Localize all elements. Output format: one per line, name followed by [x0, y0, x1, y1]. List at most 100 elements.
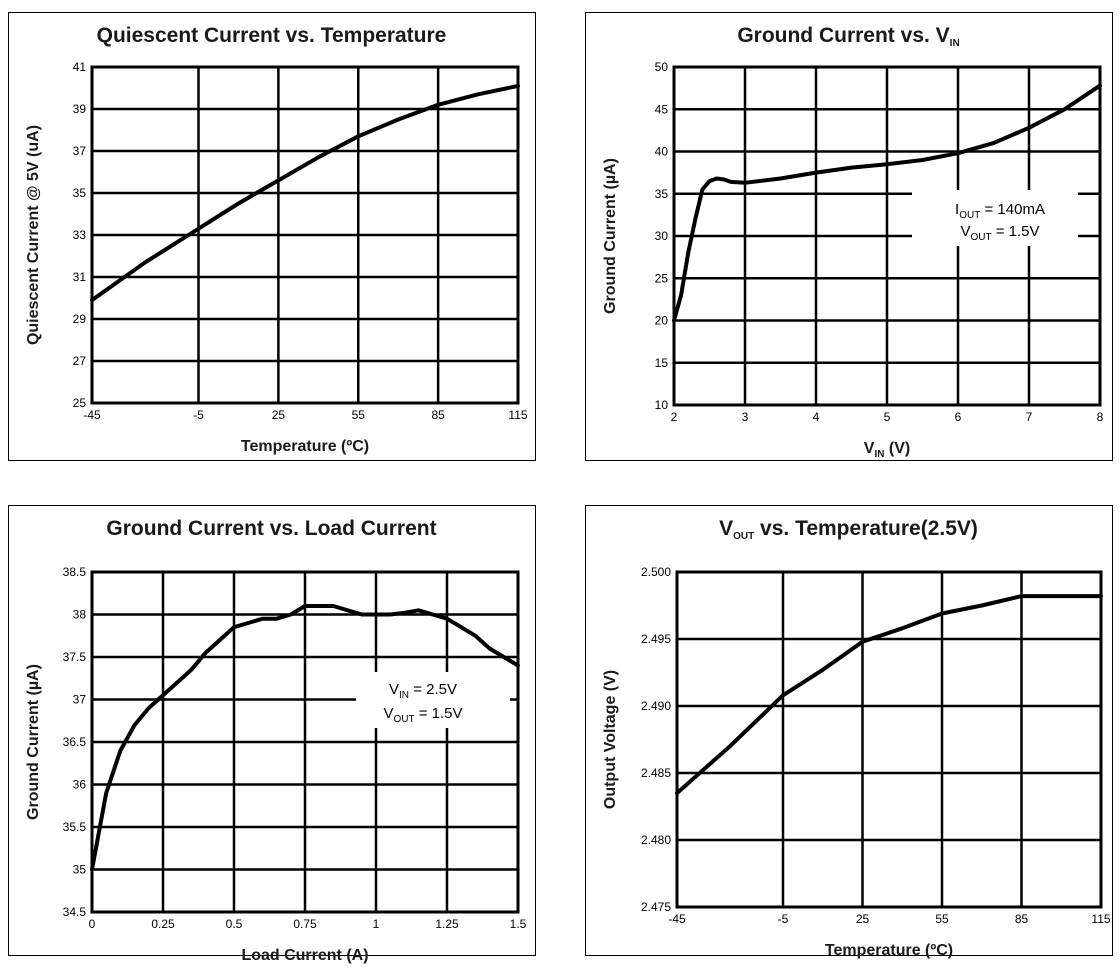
y-tick-label: 29 [73, 312, 87, 326]
annotation-line-2-subscript: OUT [393, 714, 414, 725]
y-tick-label: 38 [73, 608, 87, 622]
chart-panel-3: 0 0.25 0.5 0.75 1 1.25 1.5 34.5 35 35.5 36 36.5 37 37… [8, 505, 536, 964]
annotation-line-2: VOUT = 1.5V [960, 223, 1039, 243]
chart-title-subscript: IN [950, 38, 960, 49]
x-tick-label: 4 [813, 410, 820, 424]
chart-title: Quiescent Current vs. Temperature [97, 24, 447, 47]
x-tick-label: 1.25 [435, 917, 459, 931]
y-tick-label: 37 [73, 144, 87, 158]
y-tick-label: 39 [73, 102, 87, 116]
x-tick-label: -45 [668, 912, 686, 926]
x-tick-label: -5 [193, 408, 204, 422]
y-tick-label: 2.475 [641, 900, 671, 914]
x-tick-label: 3 [742, 410, 749, 424]
y-tick-label: 2.500 [641, 565, 671, 579]
x-tick-label: 25 [856, 912, 870, 926]
series-line [672, 83, 1102, 323]
annotation-line-1: IOUT = 140mA [955, 201, 1045, 221]
annotation-line-1-rest: = 2.5V [409, 681, 457, 698]
x-tick-label: -5 [778, 912, 789, 926]
x-tick-label: 85 [1015, 912, 1029, 926]
panel-frame [8, 12, 536, 461]
chart-title: Ground Current vs. VIN [737, 24, 959, 49]
chart-panel-4: -45 -5 25 55 85 115 2.475 2.480 2.485 2.490 2.495 2… [585, 505, 1113, 959]
x-axis-label-rest: (V) [884, 440, 910, 457]
y-tick-label: 2.490 [641, 699, 671, 713]
y-tick-label: 41 [73, 60, 87, 74]
y-tick-label: 33 [73, 228, 87, 242]
y-tick-label: 15 [655, 356, 669, 370]
x-axis-label: VIN (V) [864, 440, 910, 460]
x-tick-label: 5 [884, 410, 891, 424]
y-tick-label: 10 [655, 398, 669, 412]
plot-area-border [90, 65, 520, 405]
y-tick-label: 35 [73, 863, 87, 877]
x-axis-label-main: V [864, 440, 875, 457]
x-tick-label: 55 [352, 408, 366, 422]
y-tick-label: 2.485 [641, 766, 671, 780]
y-tick-label: 25 [73, 396, 87, 410]
chart-title-subscript: OUT [733, 531, 754, 542]
y-tick-label: 37.5 [63, 650, 87, 664]
y-tick-label: 35 [73, 186, 87, 200]
x-axis-label: Load Current (A) [241, 947, 368, 964]
x-tick-label: 2 [671, 410, 678, 424]
y-tick-label: 50 [655, 60, 669, 74]
y-axis-label: Quiescent Current @ 5V (uA) [25, 125, 42, 345]
x-tick-label: 85 [431, 408, 445, 422]
x-tick-label: 8 [1097, 410, 1104, 424]
chart-title-main: Ground Current vs. V [737, 24, 949, 47]
x-axis-label-subscript: IN [874, 449, 884, 460]
chart-panel-1: -45 -5 25 55 85 115 25 27 29 31 33 35 37 39 41 Quiescen… [8, 12, 536, 461]
annotation-line-2-main: V [960, 223, 970, 240]
plot-area-border [672, 65, 1102, 407]
x-axis-label: Temperature (ºC) [241, 438, 369, 455]
plot-area-border [675, 570, 1103, 909]
annotation-line-2-rest: = 1.5V [992, 223, 1040, 240]
annotation-line-1-main: V [389, 681, 399, 698]
annotation-line-2-main: V [383, 705, 393, 722]
y-tick-label: 45 [655, 102, 669, 116]
x-tick-label: 0.25 [151, 917, 175, 931]
y-axis-label: Ground Current (µA) [25, 664, 42, 820]
annotation-line-1-main: I [955, 201, 959, 218]
y-axis-label: Output Voltage (V) [602, 670, 619, 809]
y-tick-label: 20 [655, 314, 669, 328]
x-tick-label: 0.75 [293, 917, 317, 931]
annotation-line-1-subscript: IN [399, 690, 409, 701]
x-tick-label: 55 [935, 912, 949, 926]
x-tick-label: 115 [1091, 912, 1110, 926]
y-tick-label: 30 [655, 229, 669, 243]
y-tick-label: 2.495 [641, 632, 671, 646]
x-tick-label: 7 [1026, 410, 1033, 424]
annotation-line-2-subscript: OUT [970, 232, 991, 243]
x-axis-label: Temperature (ºC) [825, 942, 953, 959]
x-tick-label: 1 [373, 917, 380, 931]
y-tick-label: 36 [73, 778, 87, 792]
annotation-line-2-rest: = 1.5V [415, 705, 463, 722]
panel-frame [8, 505, 536, 956]
chart-title-main: V [719, 517, 733, 540]
series-line [90, 83, 520, 303]
plot-area-border [90, 570, 520, 914]
panel-frame [585, 12, 1113, 461]
y-tick-label: 38.5 [63, 565, 87, 579]
series-line [90, 604, 520, 872]
chart-title: VOUT vs. Temperature(2.5V) [719, 517, 978, 542]
y-tick-label: 25 [655, 271, 669, 285]
x-tick-label: 25 [272, 408, 286, 422]
x-tick-label: 1.5 [510, 917, 527, 931]
y-tick-label: 35.5 [63, 820, 87, 834]
x-tick-label: 115 [508, 408, 527, 422]
annotation-line-1-subscript: OUT [959, 210, 980, 221]
chart-title-rest: vs. Temperature(2.5V) [754, 517, 978, 540]
annotation-background [912, 190, 1078, 246]
annotation-line-1-rest: = 140mA [980, 201, 1045, 218]
x-tick-label: -45 [83, 408, 101, 422]
x-tick-label: 0.5 [226, 917, 243, 931]
y-axis-label: Ground Current (µA) [602, 158, 619, 314]
y-tick-label: 37 [73, 693, 87, 707]
x-tick-label: 0 [89, 917, 96, 931]
